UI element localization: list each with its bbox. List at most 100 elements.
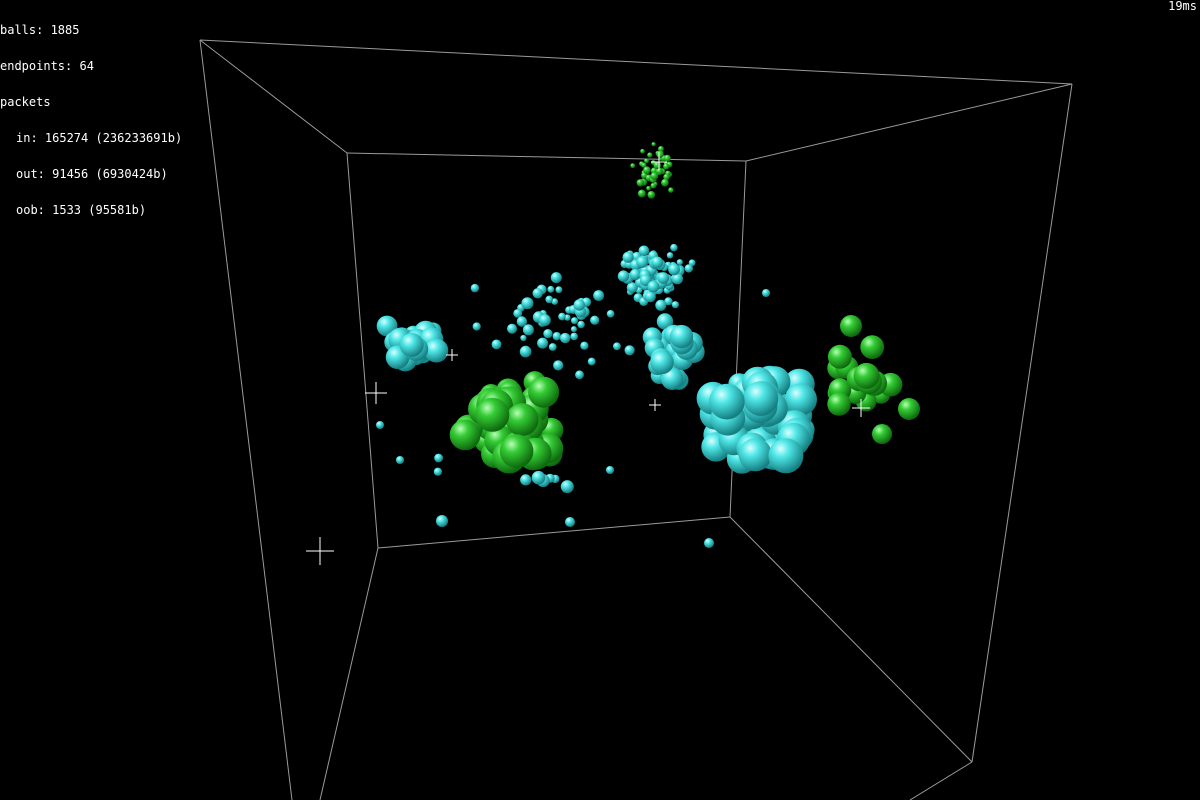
- cube-edge: [346, 152, 747, 162]
- ball-green: [651, 142, 656, 147]
- ball-cyan: [638, 245, 650, 257]
- ball-green: [499, 434, 534, 468]
- ball-cyan: [606, 310, 615, 318]
- ball-green: [644, 158, 649, 164]
- ball-cyan: [784, 383, 818, 416]
- ball-green: [636, 179, 644, 187]
- ball-cyan: [520, 334, 527, 342]
- packets-oob: oob: 1533 (95581b): [16, 203, 147, 217]
- ball-cyan: [657, 272, 670, 284]
- packets-label: packets: [0, 95, 51, 109]
- ball-green: [647, 152, 653, 158]
- ball-cyan: [617, 270, 630, 282]
- ball-cyan: [522, 324, 534, 336]
- ball-cyan: [626, 282, 638, 293]
- ball-cyan: [656, 313, 674, 330]
- ball-green: [663, 154, 671, 162]
- cube-wireframe: [199, 39, 1073, 800]
- ball-cyan: [590, 315, 600, 325]
- endpoint-marker-icon: [446, 349, 458, 361]
- ball-cyan: [470, 283, 480, 293]
- endpoint-marker-icon: [365, 382, 387, 404]
- ball-cyan: [575, 370, 584, 380]
- ball-cyan: [664, 297, 673, 306]
- ball-cyan: [516, 316, 528, 327]
- balls-layer: [376, 142, 920, 548]
- ball-cyan: [472, 322, 481, 331]
- ball-cyan: [547, 285, 555, 293]
- ball-cyan: [396, 456, 404, 464]
- ball-cyan: [587, 357, 596, 366]
- cube-edge: [909, 761, 973, 800]
- ball-green: [860, 335, 885, 359]
- ball-cyan: [376, 421, 384, 429]
- ball-green: [655, 167, 663, 176]
- endpoint-markers: [306, 154, 870, 565]
- ball-green: [827, 344, 852, 369]
- ball-cyan: [762, 289, 770, 297]
- balls-count: balls: 1885: [0, 23, 80, 37]
- ball-cyan: [629, 268, 641, 281]
- ball-cyan: [676, 259, 683, 266]
- packets-out: out: 91456 (6930424b): [16, 167, 168, 181]
- ball-green: [661, 178, 669, 187]
- ball-cyan: [704, 538, 714, 548]
- ball-cyan: [433, 467, 442, 476]
- endpoint-marker-icon: [306, 537, 334, 565]
- ball-cyan: [543, 329, 553, 339]
- ball-cyan: [434, 453, 443, 463]
- cube-edge: [199, 39, 1073, 85]
- ball-cyan: [521, 297, 534, 310]
- ball-green: [840, 315, 862, 337]
- ball-green: [656, 150, 664, 159]
- ball-green: [663, 173, 670, 181]
- cube-edge: [319, 547, 379, 800]
- ball-cyan: [672, 273, 683, 285]
- ball-green: [872, 424, 892, 444]
- ball-cyan: [564, 314, 571, 321]
- frame-time: 19ms: [1168, 0, 1197, 13]
- ball-cyan: [666, 252, 674, 259]
- ball-cyan: [570, 332, 578, 341]
- cube-edge: [745, 83, 1073, 162]
- stats-overlay: balls: 1885 endpoints: 64 packets in: 16…: [0, 0, 182, 228]
- cube-edge: [199, 39, 348, 154]
- ball-green: [827, 392, 851, 416]
- cube-edge: [971, 83, 1073, 763]
- ball-cyan: [668, 263, 680, 276]
- ball-cyan: [624, 345, 635, 356]
- ball-cyan: [560, 332, 571, 344]
- endpoints-count: endpoints: 64: [0, 59, 94, 73]
- ball-cyan: [424, 338, 449, 363]
- cube-edge: [729, 516, 973, 763]
- ball-cyan: [577, 320, 585, 329]
- ball-cyan: [436, 515, 448, 527]
- ball-cyan: [651, 256, 664, 269]
- ball-cyan: [670, 243, 678, 252]
- ball-cyan: [513, 309, 523, 318]
- ball-cyan: [684, 264, 693, 273]
- ball-cyan: [520, 474, 532, 486]
- ball-green: [505, 403, 539, 436]
- ball-green: [640, 148, 645, 154]
- ball-cyan: [491, 339, 502, 350]
- ball-cyan: [606, 466, 614, 474]
- ball-cyan: [545, 295, 553, 304]
- ball-green: [449, 419, 481, 451]
- ball-cyan: [539, 314, 551, 327]
- ball-cyan: [571, 317, 578, 325]
- ball-cyan: [738, 438, 772, 472]
- cube-edge: [199, 39, 293, 800]
- ball-cyan: [555, 286, 563, 294]
- ball-green: [898, 398, 920, 420]
- ball-cyan: [537, 337, 549, 349]
- ball-green: [650, 172, 659, 180]
- endpoint-marker-icon: [852, 399, 870, 417]
- ball-cyan: [553, 360, 564, 371]
- ball-cyan: [639, 274, 652, 287]
- ball-green: [663, 163, 670, 170]
- ball-cyan: [532, 288, 543, 299]
- ball-green: [646, 186, 651, 191]
- ball-green: [653, 161, 662, 170]
